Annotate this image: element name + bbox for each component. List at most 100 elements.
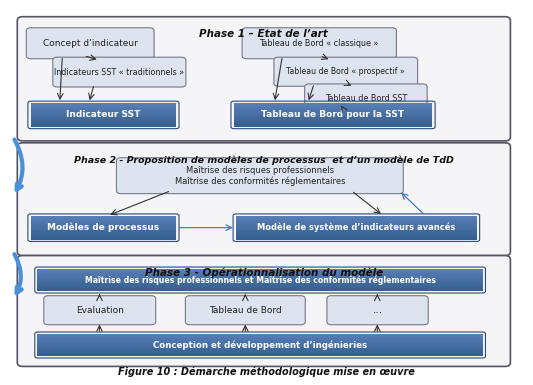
Bar [236,226,477,228]
FancyBboxPatch shape [305,84,427,112]
Bar [37,350,483,351]
Bar [37,278,483,279]
Bar [37,340,483,341]
Bar [233,116,432,117]
Bar [30,236,176,237]
Bar [233,122,432,123]
Bar [30,109,176,110]
Bar [30,119,176,120]
Text: Phase 2 - Proposition de modèles de processus  et d’un modèle de TdD: Phase 2 - Proposition de modèles de proc… [74,155,454,164]
FancyBboxPatch shape [116,158,403,194]
Bar [30,218,176,219]
Bar [233,126,432,127]
Bar [30,108,176,109]
Bar [37,345,483,346]
Bar [236,231,477,233]
Bar [30,116,176,117]
Text: Maîtrise des risques professionnels
Maîtrise des conformités réglementaires: Maîtrise des risques professionnels Maît… [175,166,345,186]
Bar [233,114,432,115]
Bar [37,281,483,282]
Bar [30,230,176,231]
Bar [30,235,176,236]
Bar [236,225,477,226]
Text: Tableau de Bord « prospectif »: Tableau de Bord « prospectif » [286,67,405,76]
Bar [30,238,176,239]
Bar [236,228,477,229]
FancyBboxPatch shape [185,296,305,325]
Text: Tableau de Bord pour la SST: Tableau de Bord pour la SST [262,110,405,119]
Text: Phase 1 – Etat de l’art: Phase 1 – Etat de l’art [199,29,328,39]
Bar [233,110,432,111]
Bar [30,110,176,111]
Bar [233,107,432,108]
Bar [37,288,483,289]
Bar [37,280,483,281]
Text: Evaluation: Evaluation [76,306,124,315]
Bar [30,104,176,105]
Text: Concept d’indicateur: Concept d’indicateur [43,39,138,48]
FancyBboxPatch shape [327,296,428,325]
Bar [30,237,176,238]
Text: Figure 10 : Démarche méthodologique mise en œuvre: Figure 10 : Démarche méthodologique mise… [118,367,415,378]
Bar [37,352,483,353]
Bar [37,287,483,288]
Bar [233,117,432,119]
Text: Modèle de système d’indicateurs avancés: Modèle de système d’indicateurs avancés [257,223,456,233]
Bar [30,216,176,217]
Bar [37,334,483,335]
Bar [233,103,432,104]
Bar [233,112,432,114]
Bar [30,115,176,116]
Bar [233,120,432,121]
Bar [30,122,176,123]
Bar [236,222,477,223]
Bar [37,286,483,287]
Text: Phase 3 - Opérationnalisation du modèle: Phase 3 - Opérationnalisation du modèle [145,268,383,278]
Bar [30,120,176,121]
Bar [30,217,176,218]
Text: Modèles de processus: Modèles de processus [47,223,159,233]
Bar [30,223,176,224]
Bar [30,234,176,235]
Bar [233,105,432,107]
Bar [37,269,483,270]
Bar [233,123,432,124]
Bar [30,219,176,221]
Bar [233,108,432,109]
FancyBboxPatch shape [242,28,397,59]
Bar [236,235,477,236]
Text: Tableau de Bord « classique »: Tableau de Bord « classique » [260,39,379,48]
Bar [236,223,477,224]
Bar [37,343,483,344]
Bar [30,226,176,228]
Bar [30,114,176,115]
Bar [37,344,483,345]
Bar [37,283,483,285]
Text: Tableau de Bord: Tableau de Bord [209,306,281,315]
Text: Maîtrise des risques professionnels et Maîtrise des conformités réglementaires: Maîtrise des risques professionnels et M… [85,275,435,285]
Bar [37,346,483,347]
FancyBboxPatch shape [44,296,156,325]
FancyBboxPatch shape [53,57,186,87]
Bar [236,218,477,219]
Bar [37,277,483,278]
Bar [30,225,176,226]
Bar [30,111,176,112]
Bar [37,285,483,286]
Bar [30,231,176,233]
Bar [37,338,483,340]
Bar [30,229,176,230]
Bar [30,228,176,229]
Bar [233,111,432,112]
Bar [37,341,483,343]
Bar [30,224,176,225]
Bar [37,270,483,271]
Text: Tableau de Bord SST: Tableau de Bord SST [325,94,407,102]
Text: Indicateurs SST « traditionnels »: Indicateurs SST « traditionnels » [54,68,184,77]
Bar [37,289,483,290]
Bar [37,354,483,355]
Bar [30,103,176,104]
Bar [37,347,483,348]
Bar [37,336,483,337]
FancyBboxPatch shape [274,57,418,86]
